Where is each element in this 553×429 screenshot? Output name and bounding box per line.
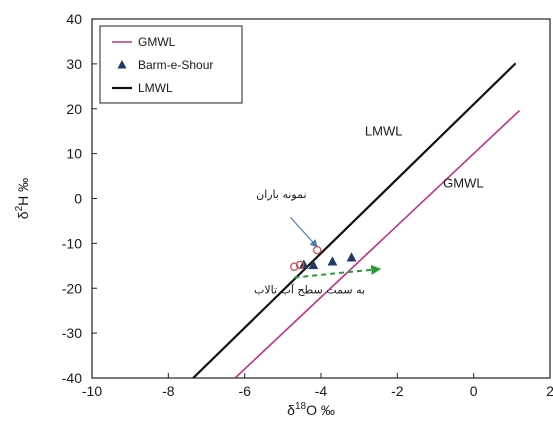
rain-sample-label: نمونه باران	[256, 188, 306, 201]
y-tick-label: -10	[62, 235, 82, 251]
y-tick-label: 40	[66, 11, 82, 27]
y-tick-label: 20	[66, 101, 82, 117]
wetland-direction-arrow	[294, 264, 382, 279]
y-tick-label: 0	[74, 191, 82, 207]
data-point-circle	[312, 245, 322, 255]
x-tick-label: -10	[82, 383, 102, 399]
line-gmwl	[234, 109, 521, 378]
x-tick-label: -8	[162, 383, 175, 399]
x-tick-label: 0	[470, 383, 478, 399]
data-point-triangle	[327, 256, 338, 266]
legend-label: Barm-e-Shour	[138, 58, 213, 72]
x-axis-title: δ18O ‰	[287, 401, 335, 418]
data-point-circle	[290, 262, 299, 271]
data-point-circle	[295, 260, 305, 270]
legend-swatch-triangle	[117, 60, 127, 69]
line-label-lmwl: LMWL	[365, 124, 403, 139]
legend-label: GMWL	[138, 35, 176, 49]
line-lmwl	[192, 62, 517, 378]
rain-sample-arrow	[290, 216, 318, 248]
data-point-triangle	[308, 259, 319, 270]
y-tick-label: 10	[66, 146, 82, 162]
y-tick-label: 30	[66, 56, 82, 72]
y-tick-label: -30	[62, 325, 82, 341]
legend-label: LMWL	[138, 81, 173, 95]
y-axis-title: δ2H ‰	[14, 178, 31, 219]
x-tick-label: 2	[546, 383, 553, 399]
x-tick-label: -6	[238, 383, 251, 399]
wetland-direction-label: به سمت سطح آب تالاب	[254, 283, 365, 297]
data-point-triangle	[346, 252, 357, 262]
x-tick-label: -4	[315, 383, 328, 399]
line-label-gmwl: GMWL	[443, 175, 483, 190]
y-tick-label: -40	[62, 370, 82, 386]
y-tick-label: -20	[62, 280, 82, 296]
x-tick-label: -2	[391, 383, 404, 399]
